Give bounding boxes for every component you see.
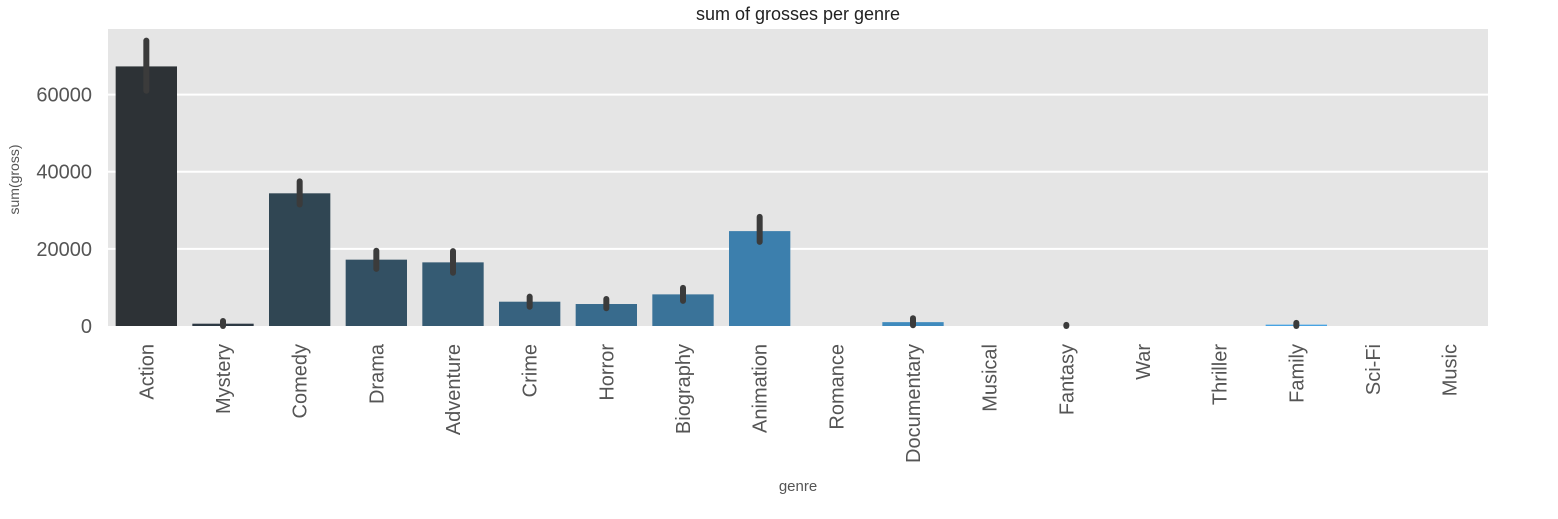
x-tick-label: Music	[1440, 344, 1462, 396]
error-bars	[143, 37, 1300, 329]
x-tick-label: Adventure	[443, 344, 465, 435]
x-tick-label: Animation	[750, 344, 772, 433]
y-axis-ticks: 0 20000 40000 60000	[36, 85, 92, 338]
y-axis-label: sum(gross)	[6, 144, 22, 214]
x-tick-label: Fantasy	[1056, 344, 1078, 415]
y-tick-label: 40000	[36, 162, 92, 184]
bar-action	[115, 66, 177, 327]
plot-area	[108, 29, 1488, 326]
grid-lines	[108, 93, 1488, 250]
bar-animation	[729, 231, 791, 326]
y-tick-label: 60000	[36, 85, 92, 107]
x-tick-label: Crime	[520, 344, 542, 397]
x-axis-label: genre	[779, 478, 817, 495]
x-tick-label: Musical	[980, 344, 1002, 412]
y-tick-label: 20000	[36, 239, 92, 261]
x-tick-label: Family	[1286, 344, 1308, 403]
x-tick-label: Sci-Fi	[1363, 344, 1385, 395]
chart-title: sum of grosses per genre	[696, 4, 900, 24]
x-tick-label: War	[1133, 344, 1155, 380]
x-tick-label: Romance	[826, 344, 848, 430]
x-tick-label: Comedy	[290, 344, 312, 418]
x-tick-label: Horror	[596, 344, 618, 401]
x-tick-label: Thriller	[1210, 344, 1232, 405]
x-axis-ticks: Action Mystery Comedy Drama Adventure Crime Ho…	[136, 343, 1461, 463]
bar-comedy	[269, 193, 331, 326]
bar-horror	[575, 304, 637, 326]
x-tick-label: Biography	[673, 344, 695, 434]
x-tick-label: Mystery	[213, 344, 235, 414]
y-tick-label: 0	[81, 316, 92, 338]
x-tick-label: Documentary	[903, 344, 925, 463]
x-tick-label: Drama	[366, 343, 388, 404]
x-tick-label: Action	[136, 344, 158, 400]
